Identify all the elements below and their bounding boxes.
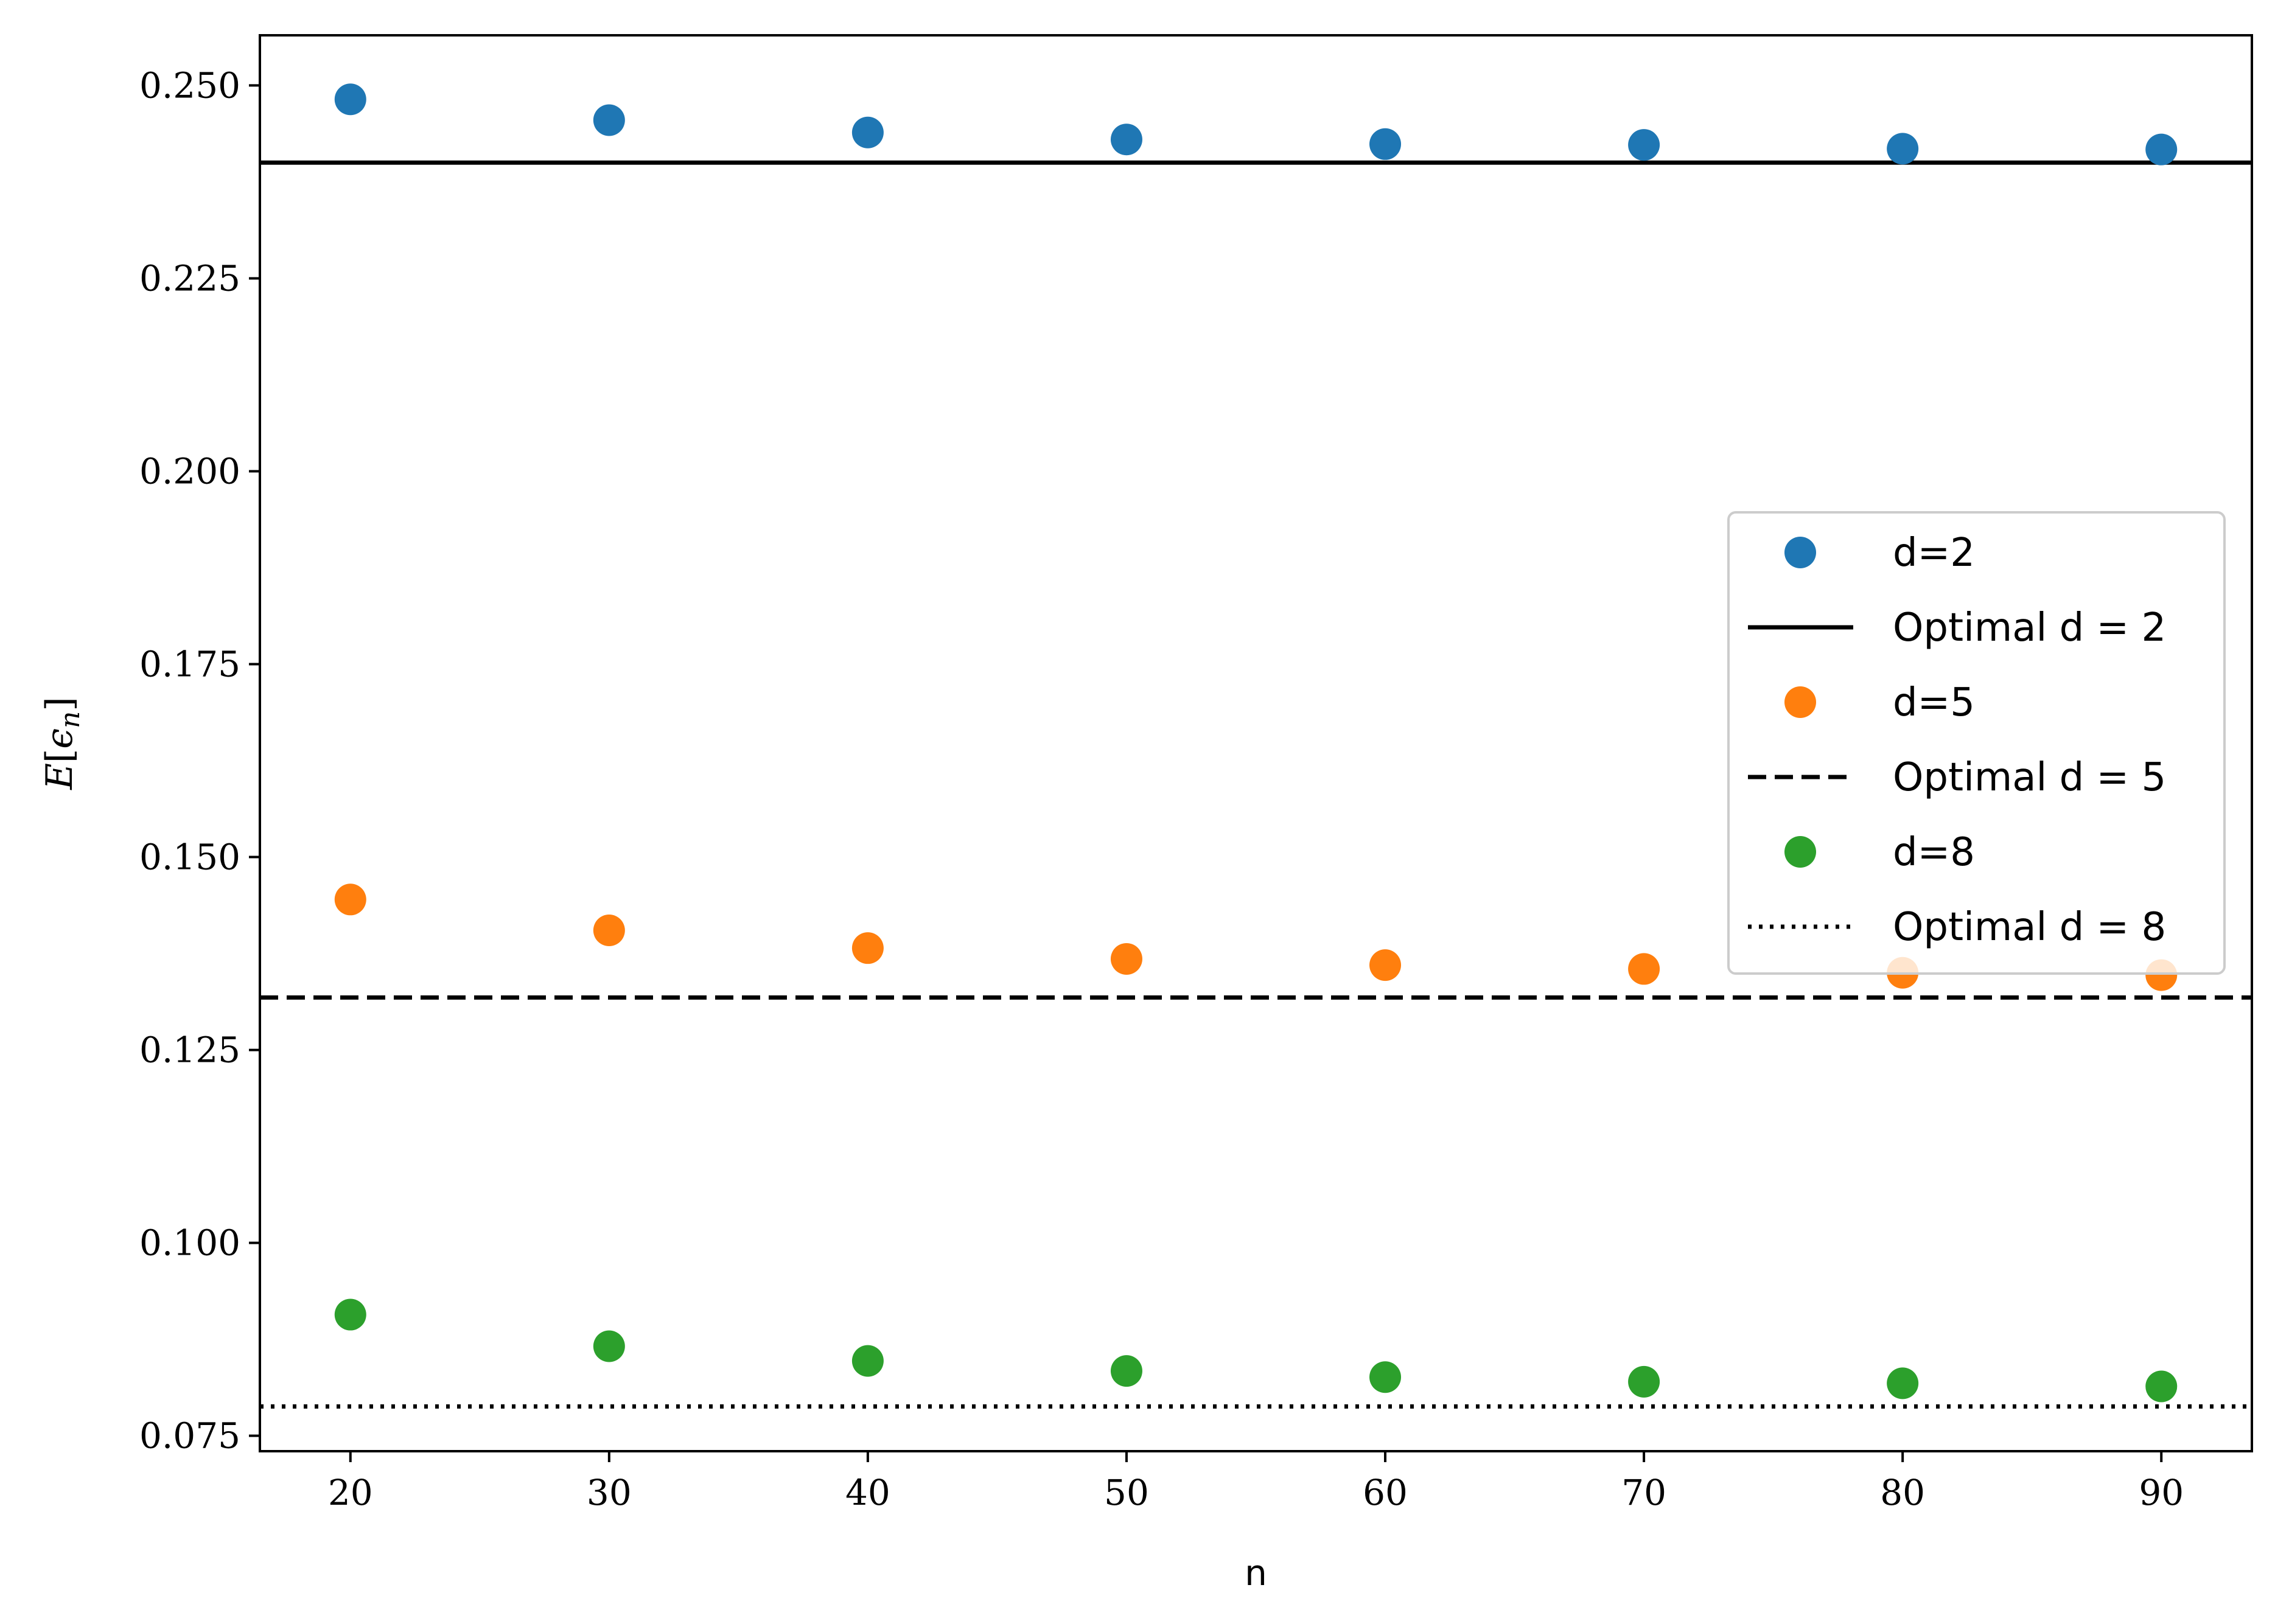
x-tick-label-90: 90 xyxy=(2139,1472,2184,1513)
x-tick-label-80: 80 xyxy=(1880,1472,1925,1513)
data-point-s2-30 xyxy=(593,915,625,947)
data-point-s2-60 xyxy=(1369,949,1402,981)
legend-entry-5-label: d=8 xyxy=(1893,830,1975,875)
y-tick-label-6: 0.225 xyxy=(139,257,240,299)
y-axis-label-subscript: n xyxy=(55,711,86,728)
data-point-s1-80 xyxy=(1887,133,1919,165)
data-point-s3-70 xyxy=(1628,1365,1660,1398)
reference-lines xyxy=(260,160,2252,1409)
data-point-s3-40 xyxy=(851,1345,884,1377)
legend-entry-1-marker xyxy=(1784,537,1816,568)
plot-frame xyxy=(259,34,2253,1452)
x-tick-label-50: 50 xyxy=(1104,1472,1149,1513)
data-point-s3-90 xyxy=(2145,1370,2178,1403)
data-point-s3-30 xyxy=(593,1330,625,1362)
x-tick-label-70: 70 xyxy=(1621,1472,1666,1513)
data-point-s1-90 xyxy=(2145,133,2178,166)
legend-entry-4-label: Optimal d = 5 xyxy=(1893,755,2166,800)
x-axis-ticks: 20 30 40 50 60 70 80 90 xyxy=(328,1451,2184,1513)
y-tick-label-1: 0.100 xyxy=(139,1222,240,1264)
data-point-s1-30 xyxy=(593,104,625,136)
data-points xyxy=(334,83,2178,1403)
y-tick-label-0: 0.075 xyxy=(139,1415,240,1457)
legend: d=2 Optimal d = 2 d=5 Optimal d = 5 d=8 Optim… xyxy=(1727,511,2226,975)
legend-entry-3-label: d=5 xyxy=(1893,680,1975,725)
y-axis-label: E[ϵn] xyxy=(38,697,86,790)
y-axis-label-base: E xyxy=(38,763,81,790)
legend-entry-2-label: Optimal d = 2 xyxy=(1893,605,2166,650)
data-point-s3-60 xyxy=(1369,1361,1402,1393)
x-tick-label-30: 30 xyxy=(587,1472,632,1513)
data-point-s1-20 xyxy=(334,83,366,116)
y-tick-label-3: 0.150 xyxy=(139,837,240,878)
legend-entry-1-label: d=2 xyxy=(1893,531,1975,576)
y-tick-label-2: 0.125 xyxy=(139,1030,240,1071)
x-tick-label-60: 60 xyxy=(1363,1472,1408,1513)
legend-entry-5-marker xyxy=(1784,836,1816,868)
data-point-s3-80 xyxy=(1887,1367,1919,1399)
data-point-s2-40 xyxy=(851,932,884,964)
x-tick-label-20: 20 xyxy=(328,1472,373,1513)
y-axis-label-open: [ xyxy=(38,749,81,763)
y-tick-label-7: 0.250 xyxy=(139,64,240,106)
data-point-s3-50 xyxy=(1110,1355,1142,1387)
y-tick-label-5: 0.200 xyxy=(139,450,240,492)
data-point-s2-20 xyxy=(334,883,366,916)
data-point-s2-70 xyxy=(1628,953,1660,985)
y-axis-ticks: 0.075 0.100 0.125 0.150 0.175 0.200 0.225 0.250 xyxy=(139,64,260,1457)
data-point-s1-40 xyxy=(851,116,884,148)
data-point-s1-60 xyxy=(1369,128,1402,160)
legend-entry-3-marker xyxy=(1784,686,1816,718)
data-point-s2-50 xyxy=(1110,943,1142,975)
data-point-s3-20 xyxy=(334,1298,366,1331)
legend-entry-6-label: Optimal d = 8 xyxy=(1893,905,2166,950)
y-axis-label-close: ] xyxy=(38,697,81,711)
data-point-s1-50 xyxy=(1110,124,1142,156)
y-tick-label-4: 0.175 xyxy=(139,644,240,685)
data-point-s1-70 xyxy=(1628,129,1660,161)
x-axis-label: n xyxy=(1245,1552,1267,1594)
x-tick-label-40: 40 xyxy=(845,1472,890,1513)
y-axis-label-epsilon: ϵ xyxy=(38,728,81,749)
